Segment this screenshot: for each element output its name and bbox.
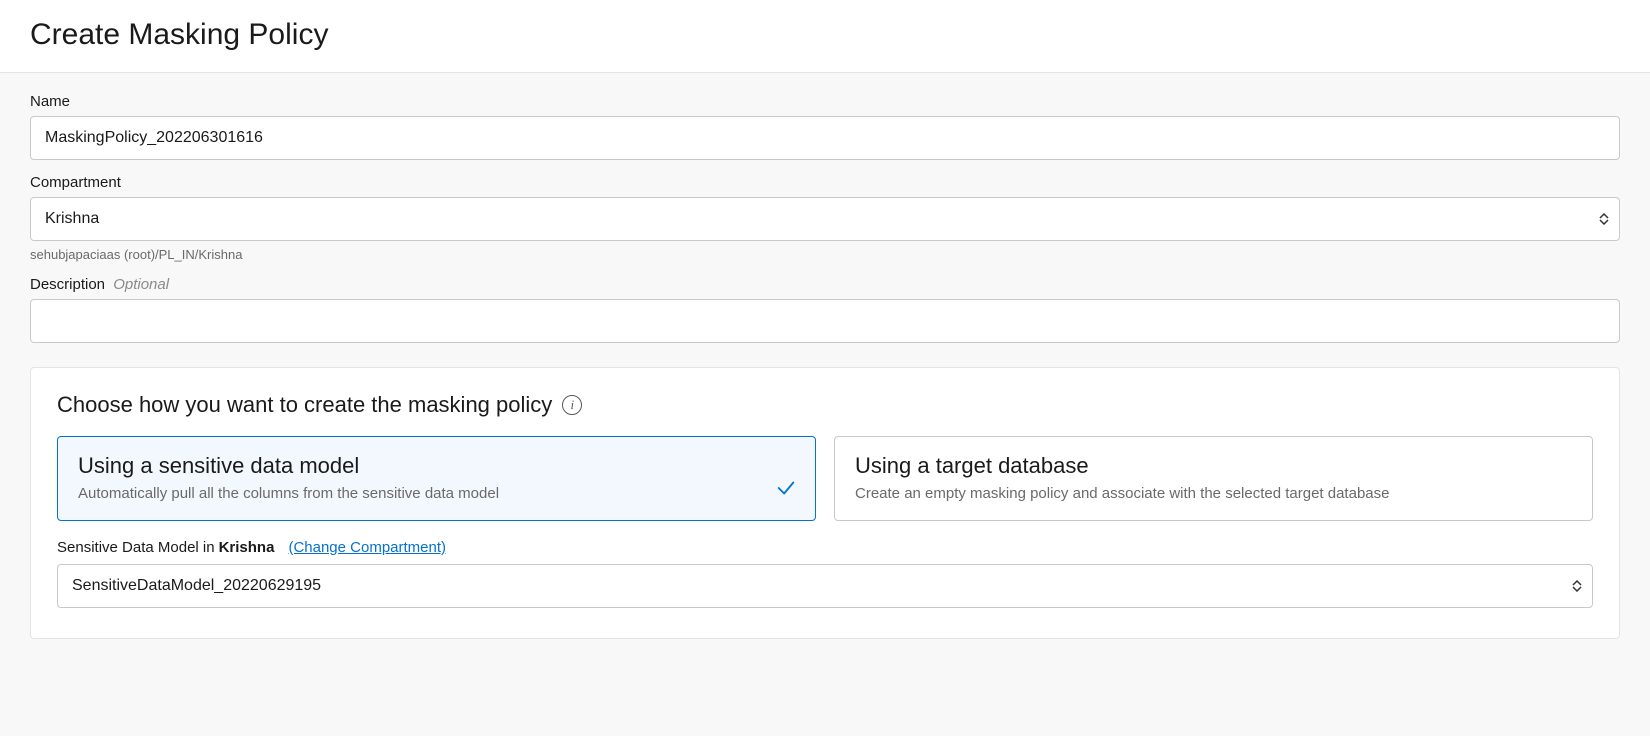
description-optional: Optional (113, 276, 169, 293)
method-section-title-text: Choose how you want to create the maskin… (57, 392, 552, 418)
change-compartment-link[interactable]: (Change Compartment) (288, 539, 446, 556)
description-group: Description Optional (30, 276, 1620, 343)
sdm-select[interactable]: SensitiveDataModel_20220629195 (57, 564, 1593, 608)
sdm-compartment: Krishna (219, 539, 275, 556)
description-input[interactable] (30, 299, 1620, 343)
page-title: Create Masking Policy (30, 18, 1620, 52)
name-group: Name (30, 93, 1620, 160)
sdm-label-prefix: Sensitive Data Model in (57, 539, 215, 556)
sdm-value: SensitiveDataModel_20220629195 (72, 577, 321, 595)
method-section-title: Choose how you want to create the maskin… (57, 392, 1593, 418)
description-label-text: Description (30, 276, 105, 293)
chevron-updown-icon (1572, 580, 1582, 592)
check-icon (775, 477, 797, 504)
option-title: Using a sensitive data model (78, 453, 795, 479)
option-target-database[interactable]: Using a target database Create an empty … (834, 436, 1593, 521)
sdm-label-row: Sensitive Data Model in Krishna (Change … (57, 539, 1593, 556)
name-input[interactable] (30, 116, 1620, 160)
description-label: Description Optional (30, 276, 1620, 293)
option-desc: Automatically pull all the columns from … (78, 485, 795, 502)
name-label: Name (30, 93, 1620, 110)
compartment-select[interactable]: Krishna (30, 197, 1620, 241)
method-options: Using a sensitive data model Automatical… (57, 436, 1593, 521)
option-desc: Create an empty masking policy and assoc… (855, 485, 1572, 502)
option-title: Using a target database (855, 453, 1572, 479)
info-icon[interactable]: i (562, 395, 582, 415)
option-sensitive-data-model[interactable]: Using a sensitive data model Automatical… (57, 436, 816, 521)
compartment-value: Krishna (45, 210, 99, 228)
chevron-updown-icon (1599, 213, 1609, 225)
compartment-group: Compartment Krishna sehubjapaciaas (root… (30, 174, 1620, 262)
method-panel: Choose how you want to create the maskin… (30, 367, 1620, 639)
compartment-path: sehubjapaciaas (root)/PL_IN/Krishna (30, 247, 1620, 262)
compartment-label: Compartment (30, 174, 1620, 191)
